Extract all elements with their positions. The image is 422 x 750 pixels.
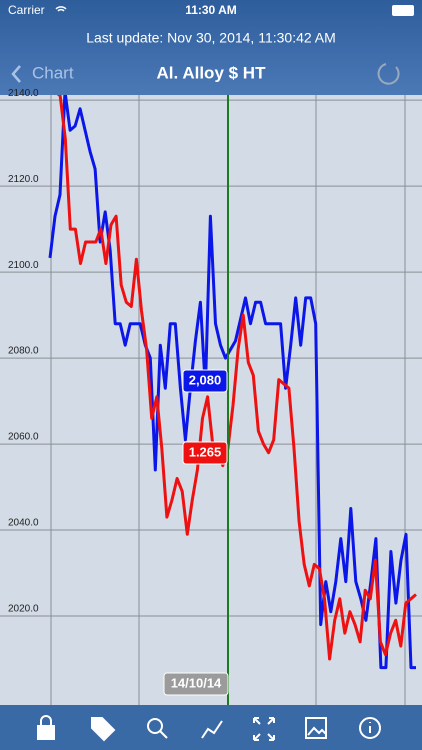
- battery: [392, 5, 414, 16]
- lock-button[interactable]: [37, 715, 55, 740]
- cursor-label: 1.265: [189, 444, 222, 459]
- plot-bg: [0, 95, 422, 705]
- image-button[interactable]: [305, 717, 327, 739]
- title: Al. Alloy $ HT: [157, 63, 267, 82]
- y-tick-label: 2140.0: [8, 88, 39, 99]
- cursor-label-box: [182, 441, 228, 465]
- search-button[interactable]: [147, 718, 168, 739]
- y-tick-label: 2040.0: [8, 518, 39, 529]
- header-bg: [0, 0, 422, 95]
- cursor-date-box: [163, 672, 229, 696]
- y-tick-label: 2080.0: [8, 346, 39, 357]
- tag-button[interactable]: [91, 717, 116, 742]
- info-button[interactable]: [359, 717, 381, 739]
- y-tick-label: 2100.0: [8, 260, 39, 271]
- back-arrow[interactable]: [11, 65, 21, 83]
- indicator-button[interactable]: [201, 720, 223, 739]
- carrier: Carrier: [8, 3, 45, 17]
- cursor-date: 14/10/14: [171, 675, 222, 690]
- y-tick-label: 2060.0: [8, 432, 39, 443]
- wifi-icon: [55, 6, 67, 12]
- toolbar: [0, 705, 422, 750]
- refresh-button[interactable]: [377, 63, 400, 85]
- cursor-label: 2,080: [189, 372, 222, 387]
- series-line: [48, 95, 416, 670]
- back-button[interactable]: Chart: [32, 63, 74, 82]
- fullscreen-button[interactable]: [253, 717, 275, 741]
- y-tick-label: 2120.0: [8, 174, 39, 185]
- last-update: Last update: Nov 30, 2014, 11:30:42 AM: [86, 30, 336, 46]
- cursor-label-box: [182, 369, 228, 393]
- series-line: [56, 95, 417, 661]
- y-tick-label: 2020.0: [8, 604, 39, 615]
- time: 11:30 AM: [185, 3, 237, 17]
